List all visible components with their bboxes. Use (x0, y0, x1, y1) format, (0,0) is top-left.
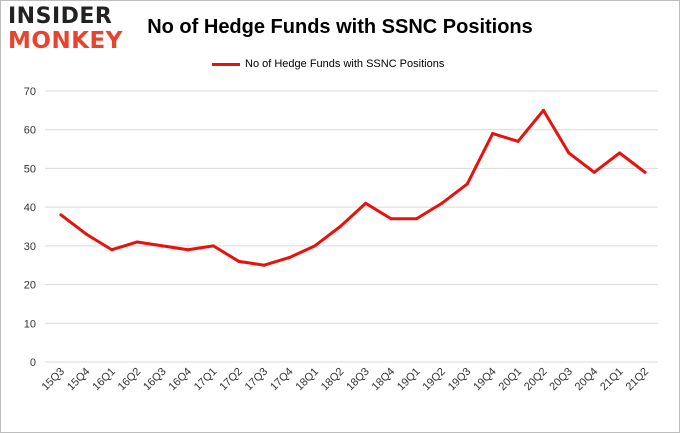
x-tick-label: 19Q4 (471, 366, 499, 394)
chart-legend: No of Hedge Funds with SSNC Positions (212, 58, 444, 70)
x-tick-label: 20Q3 (547, 366, 575, 394)
y-tick-label: 50 (24, 163, 36, 175)
x-tick-label: 19Q3 (446, 366, 474, 394)
y-tick-label: 0 (30, 357, 36, 369)
x-tick-label: 18Q4 (370, 366, 398, 394)
x-tick-label: 17Q4 (268, 366, 296, 394)
y-tick-label: 20 (24, 280, 36, 292)
legend-label: No of Hedge Funds with SSNC Positions (245, 58, 445, 70)
data-point (288, 255, 292, 259)
data-point (618, 151, 622, 155)
insider-monkey-logo: INSIDER MONKEY (8, 6, 126, 53)
data-point (59, 213, 63, 217)
data-point (84, 232, 88, 236)
x-tick-label: 20Q1 (497, 366, 525, 394)
data-point (237, 259, 241, 263)
y-tick-label: 60 (24, 125, 36, 137)
x-tick-label: 16Q3 (141, 366, 169, 394)
x-tick-label: 19Q1 (395, 366, 423, 394)
data-point (186, 248, 190, 252)
data-point (567, 151, 571, 155)
logo-text-insider: INSIDER (8, 4, 113, 29)
x-tick-label: 15Q4 (65, 366, 93, 394)
data-point (643, 170, 647, 174)
data-point (211, 244, 215, 248)
data-point (338, 225, 342, 228)
y-tick-label: 40 (24, 202, 36, 214)
data-point (440, 201, 444, 205)
data-point (161, 244, 165, 248)
x-tick-label: 15Q3 (40, 366, 68, 394)
x-tick-label: 17Q2 (217, 366, 245, 394)
x-tick-label: 16Q2 (116, 366, 144, 394)
y-tick-label: 10 (24, 318, 36, 330)
data-point (313, 244, 317, 248)
x-tick-label: 21Q2 (624, 366, 652, 394)
data-point (592, 170, 596, 174)
data-point (465, 182, 469, 186)
x-tick-label: 17Q1 (192, 366, 220, 394)
data-point (541, 108, 545, 112)
y-tick-label: 70 (24, 86, 36, 98)
x-tick-label: 16Q4 (167, 366, 195, 394)
x-tick-label: 18Q3 (344, 366, 372, 394)
data-point (516, 139, 520, 143)
data-point (491, 132, 495, 136)
data-point (262, 263, 266, 267)
data-point (110, 248, 114, 252)
logo-text-monkey: MONKEY (8, 28, 123, 54)
x-tick-label: 21Q1 (598, 366, 626, 394)
legend-swatch (212, 62, 240, 66)
data-point (389, 217, 393, 221)
data-point (364, 201, 368, 205)
chart-title: No of Hedge Funds with SSNC Positions (147, 16, 533, 38)
x-tick-label: 20Q2 (522, 366, 550, 394)
x-tick-label: 20Q4 (573, 366, 601, 394)
x-tick-label: 18Q1 (294, 366, 322, 394)
x-tick-label: 19Q2 (420, 366, 448, 394)
series-line (59, 108, 647, 267)
x-tick-label: 17Q3 (243, 366, 271, 394)
data-point (135, 240, 139, 244)
y-tick-label: 30 (24, 241, 36, 253)
x-tick-label: 16Q1 (90, 366, 118, 394)
data-point (414, 217, 418, 221)
x-tick-label: 18Q2 (319, 366, 347, 394)
